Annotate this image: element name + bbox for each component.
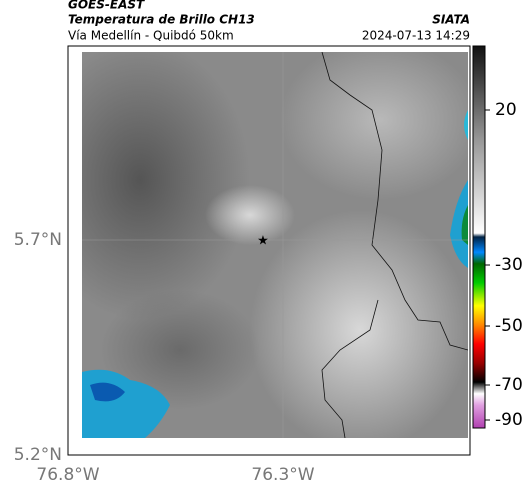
labels: 5.7°N 5.2°N76.8°W 76.3°W 20 -30 -50 -70 -90 — [14, 100, 523, 485]
lat-label: 5.7°N — [14, 230, 62, 250]
region: Vía Medellín - Quibdó 50km — [68, 29, 234, 43]
colorbar-label: -50 — [495, 316, 523, 336]
timestamp: 2024-07-13 14:29 — [362, 29, 470, 43]
colorbar-label: -90 — [495, 410, 523, 430]
map-frame — [67, 45, 471, 456]
satellite-image: ★ — [82, 52, 468, 438]
product: Temperatura de Brillo CH13 — [68, 13, 255, 27]
colorbar-label: -30 — [495, 255, 523, 275]
source: GOES-EAST — [68, 0, 145, 12]
colorbar-label: 20 — [495, 100, 517, 120]
lon-label: 76.3°W — [251, 465, 314, 485]
svg-text:★: ★ — [257, 234, 269, 249]
agency: SIATA — [432, 13, 470, 27]
lat-label: 5.2°N — [14, 445, 62, 465]
colorbar-label: -70 — [495, 375, 523, 395]
colorbar — [472, 45, 486, 429]
lon-label: 76.8°W — [36, 465, 99, 485]
